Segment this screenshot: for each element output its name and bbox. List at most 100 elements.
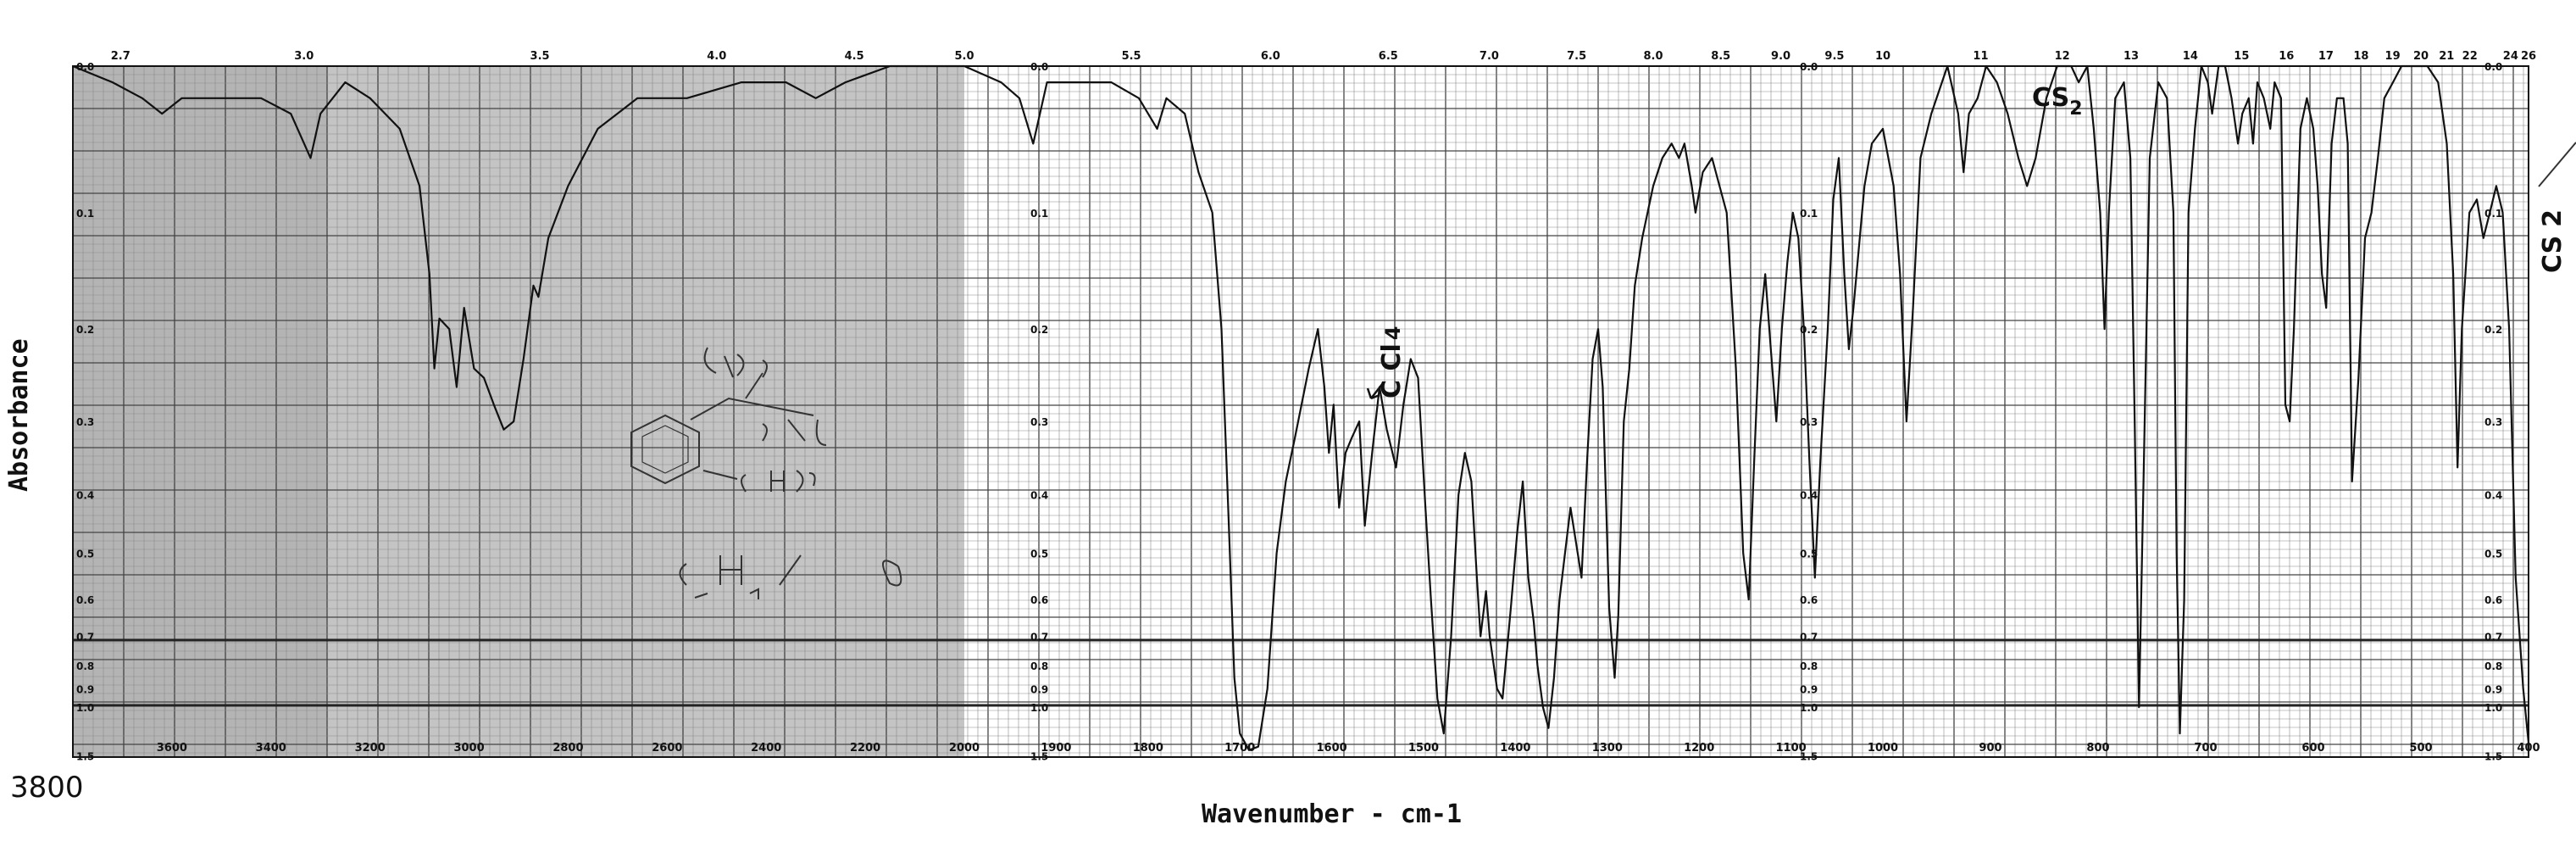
- y-tick-label: 0.9: [1800, 683, 1818, 695]
- y-tick-label: 0.5: [76, 549, 94, 560]
- x-top-tick-label: 16: [2279, 50, 2294, 63]
- x-tick-label: 2800: [552, 742, 583, 755]
- x-tick-label: 900: [1979, 742, 2001, 755]
- y-tick-label: 1.0: [2484, 702, 2502, 714]
- y-tick-label: 0.5: [2484, 549, 2502, 560]
- y-tick-label: 1.5: [1800, 751, 1818, 763]
- y-tick-label: 0.6: [1030, 594, 1048, 606]
- x-top-tick-label: 22: [2462, 50, 2478, 63]
- x-tick-label: 1400: [1500, 742, 1530, 755]
- y-tick-label: 0.1: [1800, 208, 1818, 220]
- x-tick-label: 2000: [949, 742, 980, 755]
- y-tick-label: 0.2: [2484, 324, 2502, 336]
- y-tick-label: 0.1: [1030, 208, 1048, 220]
- y-tick-label: 0.4: [1800, 490, 1818, 502]
- y-tick-label: 0.8: [2484, 660, 2502, 672]
- x-top-tick-label: 17: [2318, 50, 2334, 63]
- chart-grid: [72, 65, 2529, 757]
- x-tick-label: 1000: [1868, 742, 1898, 755]
- x-tick-label: 1700: [1224, 742, 1255, 755]
- x-top-tick-label: 21: [2439, 50, 2454, 63]
- y-tick-label: 0.1: [2484, 208, 2502, 220]
- handwritten-structure: [630, 347, 902, 599]
- x-top-tick-label: 11: [1973, 50, 1988, 63]
- spectrum-line: [72, 64, 2530, 751]
- y-tick-label: 0.6: [76, 594, 94, 606]
- x-tick-label: 3200: [355, 742, 386, 755]
- y-tick-label: 0.7: [1030, 632, 1048, 643]
- x-top-tick-label: 10: [1875, 50, 1890, 63]
- x-tick-label: 1200: [1684, 742, 1714, 755]
- annotation-cs2-right-pointer: [2538, 142, 2576, 187]
- y-tick-label: 1.5: [2484, 751, 2502, 763]
- x-top-tick-label: 2.7: [111, 50, 130, 63]
- x-tick-label: 1500: [1408, 742, 1439, 755]
- x-top-tick-label: 8.0: [1643, 50, 1663, 63]
- y-tick-label: 0.1: [76, 208, 94, 220]
- x-top-tick-label: 19: [2385, 50, 2401, 63]
- x-top-tick-label: 4.0: [707, 50, 726, 63]
- svg-text:C Cl4: C Cl4: [1377, 326, 1407, 398]
- x-tick-label: 700: [2194, 742, 2217, 755]
- y-tick-label: 0.4: [2484, 490, 2502, 502]
- y-tick-label: 0.0: [2484, 61, 2502, 73]
- x-top-tick-label: 14: [2183, 50, 2198, 63]
- y-tick-label: 0.3: [1800, 416, 1818, 428]
- y-tick-label: 0.8: [1030, 660, 1048, 672]
- x-tick-label: 1300: [1592, 742, 1623, 755]
- x-tick-label: 1100: [1776, 742, 1807, 755]
- y-tick-label: 0.9: [2484, 683, 2502, 695]
- annotation-ccl4-arrow: [1366, 382, 1384, 400]
- y-tick-label: 0.4: [76, 490, 94, 502]
- x-tick-label: 400: [2517, 742, 2540, 755]
- y-tick-label: 0.7: [1800, 632, 1818, 643]
- x-tick-label: 1800: [1133, 742, 1163, 755]
- x-tick-label: 800: [2086, 742, 2109, 755]
- x-top-tick-label: 20: [2413, 50, 2429, 63]
- x-tick-label: 2400: [751, 742, 781, 755]
- x-top-tick-label: 6.0: [1261, 50, 1280, 63]
- y-tick-label: 1.0: [1800, 702, 1818, 714]
- x-top-tick-label: 24: [2503, 50, 2518, 63]
- y-tick-label: 1.0: [76, 702, 94, 714]
- y-tick-label: 1.5: [76, 751, 94, 763]
- y-tick-label: 0.5: [1030, 549, 1048, 560]
- y-tick-label: 0.3: [76, 416, 94, 428]
- x-top-tick-label: 5.5: [1122, 50, 1141, 63]
- x-tick-label: 2200: [850, 742, 880, 755]
- x-top-tick-label: 3.0: [294, 50, 314, 63]
- y-tick-label: 0.3: [2484, 416, 2502, 428]
- y-tick-label: 0.2: [1030, 324, 1048, 336]
- x-tick-label: 600: [2301, 742, 2324, 755]
- x-top-tick-label: 3.5: [530, 50, 550, 63]
- x-axis-start-label: 3800: [10, 771, 84, 805]
- x-tick-label: 3600: [157, 742, 187, 755]
- x-tick-label: 3400: [256, 742, 286, 755]
- x-tick-label: 1600: [1317, 742, 1347, 755]
- y-tick-label: 0.9: [1030, 683, 1048, 695]
- x-top-tick-label: 9.5: [1824, 50, 1844, 63]
- x-tick-label: 3000: [453, 742, 484, 755]
- y-tick-label: 0.7: [2484, 632, 2502, 643]
- y-tick-label: 0.0: [1800, 61, 1818, 73]
- svg-text:CS2: CS2: [2538, 209, 2568, 273]
- y-tick-label: 0.8: [1800, 660, 1818, 672]
- x-top-tick-label: 13: [2124, 50, 2139, 63]
- x-top-tick-label: 15: [2234, 50, 2249, 63]
- y-tick-label: 0.2: [1800, 324, 1818, 336]
- left-panel-dark-shade: [73, 66, 327, 757]
- top-axis-ticks: 2.7 3.0 3.5 4.0 4.5 5.0 5.5 6.0 6.5 7.0 7.5 8.0 8.5 9…: [111, 50, 2536, 63]
- y-tick-label: 0.3: [1030, 416, 1048, 428]
- bottom-axis-ticks: 3600 3400 3200 3000 2800 2600 2400 2200 2000 1900…: [157, 742, 2540, 755]
- x-top-tick-label: 4.5: [845, 50, 864, 63]
- annotation-ccl4: C Cl4: [1377, 326, 1407, 398]
- x-top-tick-label: 9.0: [1771, 50, 1790, 63]
- y-tick-label: 1.0: [1030, 702, 1048, 714]
- y-tick-label: 0.4: [1030, 490, 1048, 502]
- x-tick-label: 500: [2409, 742, 2432, 755]
- x-top-tick-label: 18: [2353, 50, 2368, 63]
- y-tick-label: 1.5: [1030, 751, 1048, 763]
- x-top-tick-label: 7.5: [1567, 50, 1586, 63]
- annotation-cs2-top: CS2: [2032, 83, 2083, 120]
